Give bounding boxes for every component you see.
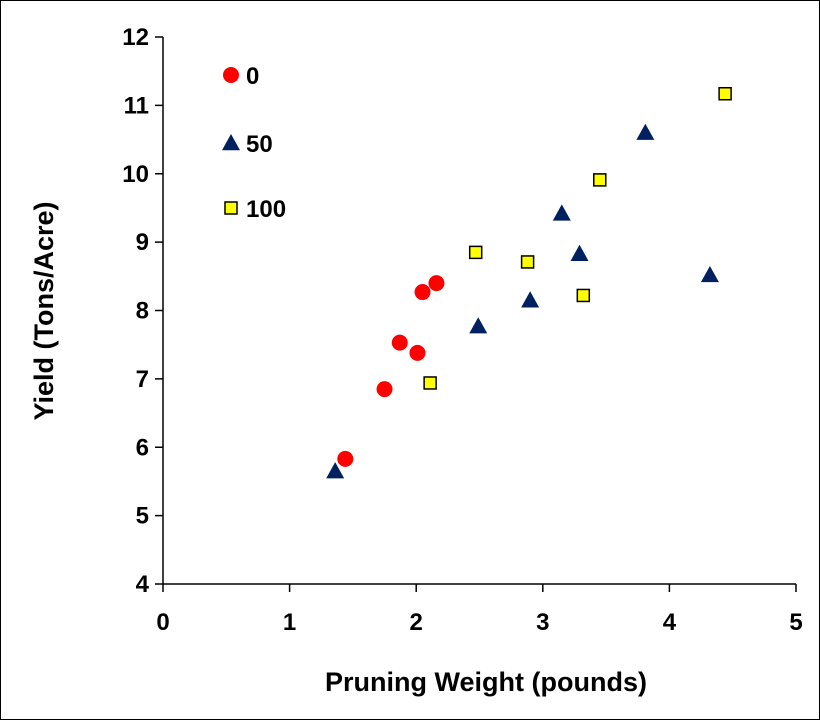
data-point-triangle	[700, 265, 719, 283]
data-point-square	[593, 173, 607, 187]
x-tick-label: 5	[789, 609, 802, 636]
y-tick-label: 10	[122, 161, 149, 188]
data-point-triangle	[636, 123, 655, 140]
data-point-square	[718, 87, 732, 101]
x-tick-label: 3	[536, 609, 549, 636]
legend-label: 50	[246, 131, 273, 158]
x-tick-label: 2	[410, 609, 423, 636]
data-points	[326, 87, 732, 479]
y-tick-label: 4	[136, 571, 150, 598]
data-point-triangle	[570, 244, 589, 261]
data-point-circle	[414, 284, 431, 301]
data-point-square	[576, 288, 591, 303]
axes	[155, 36, 797, 592]
legend-entry: 0	[223, 63, 259, 90]
data-point-circle	[337, 450, 354, 467]
data-point-square	[423, 376, 437, 390]
legend-label: 0	[246, 63, 259, 90]
x-tick-label: 0	[156, 609, 169, 636]
data-point-circle	[391, 334, 408, 351]
legend-marker-square	[224, 201, 238, 215]
y-tick-label: 9	[136, 229, 149, 256]
y-tick-label: 11	[124, 92, 149, 119]
x-axis-title: Pruning Weight (pounds)	[325, 667, 647, 697]
data-point-triangle	[521, 291, 540, 308]
y-tick-label: 5	[136, 503, 149, 530]
legend: 0 50 100	[222, 63, 286, 223]
legend-marker-triangle	[222, 134, 240, 151]
data-point-triangle	[469, 317, 488, 334]
data-point-square	[520, 255, 535, 269]
legend-entry: 100	[224, 196, 286, 223]
y-tick-label: 6	[136, 434, 149, 461]
data-point-circle	[409, 344, 426, 361]
y-tick-label: 8	[136, 298, 149, 325]
data-point-circle	[376, 381, 393, 398]
legend-marker-circle	[223, 67, 239, 83]
data-point-triangle	[552, 204, 571, 221]
x-tick-label: 1	[283, 609, 296, 636]
data-point-triangle	[326, 462, 345, 479]
legend-label: 100	[246, 196, 286, 223]
x-tick-label: 4	[663, 609, 677, 636]
y-tick-label: 7	[136, 366, 149, 393]
data-point-circle	[428, 275, 445, 292]
data-point-square	[468, 245, 483, 260]
y-tick-label: 12	[122, 24, 149, 51]
y-axis-title: Yield (Tons/Acre)	[29, 201, 59, 420]
legend-entry: 50	[222, 131, 273, 158]
